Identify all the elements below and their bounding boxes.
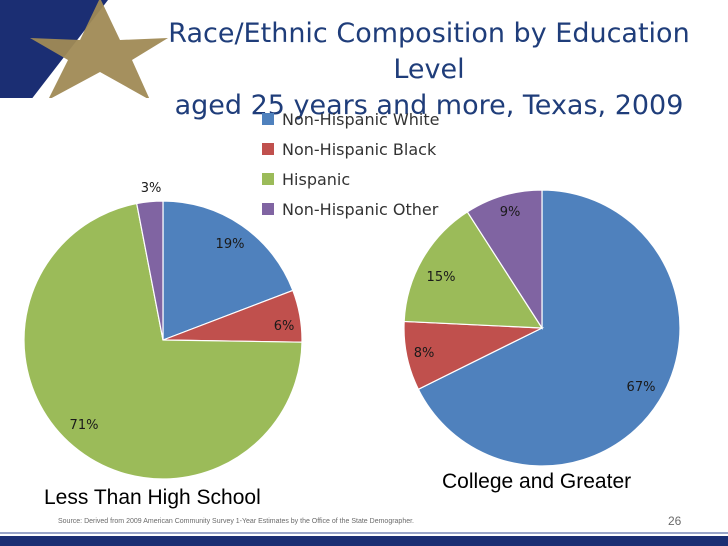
data-label: 15% <box>427 270 456 285</box>
legend-swatch <box>262 113 274 125</box>
data-label: 6% <box>274 319 295 334</box>
chart-title-college-and-greater: College and Greater <box>442 470 632 493</box>
chart-title-less-than-high-school: Less Than High School <box>44 486 261 509</box>
title-line-2: aged 25 years and more, Texas, 2009 <box>174 90 684 121</box>
data-label: 9% <box>500 205 521 220</box>
data-label: 67% <box>627 380 656 395</box>
footer-bar <box>0 536 728 546</box>
chart-legend: Non-Hispanic White Non-Hispanic Black Hi… <box>262 104 439 224</box>
legend-swatch <box>262 203 274 215</box>
pie-slice-non-hispanic-white <box>162 200 294 341</box>
header-banner <box>0 0 168 98</box>
legend-label: Non-Hispanic White <box>282 109 440 129</box>
pie-slice-non-hispanic-white <box>417 189 681 467</box>
legend-item-hispanic: Hispanic <box>262 164 439 194</box>
footer-line <box>0 532 728 534</box>
data-label: 8% <box>414 346 435 361</box>
data-label: 71% <box>70 418 99 433</box>
data-label: 19% <box>216 237 245 252</box>
title-line-1: Race/Ethnic Composition by Education Lev… <box>168 18 690 85</box>
legend-swatch <box>262 143 274 155</box>
pie-slice-hispanic <box>403 211 544 329</box>
pie-slice-hispanic <box>23 202 303 480</box>
legend-swatch <box>262 173 274 185</box>
legend-item-white: Non-Hispanic White <box>262 104 439 134</box>
legend-label: Hispanic <box>282 169 351 189</box>
pie-slice-non-hispanic-other <box>135 200 164 341</box>
source-note: Source: Derived from 2009 American Commu… <box>58 518 415 525</box>
legend-item-black: Non-Hispanic Black <box>262 134 439 164</box>
legend-label: Non-Hispanic Other <box>282 199 439 219</box>
pie-slice-non-hispanic-other <box>466 189 543 331</box>
star-icon <box>30 0 168 98</box>
slide-title: Race/Ethnic Composition by Education Lev… <box>130 16 728 124</box>
data-label: 3% <box>141 181 162 196</box>
legend-label: Non-Hispanic Black <box>282 139 437 159</box>
page-number: 26 <box>668 514 682 528</box>
legend-item-other: Non-Hispanic Other <box>262 194 439 224</box>
